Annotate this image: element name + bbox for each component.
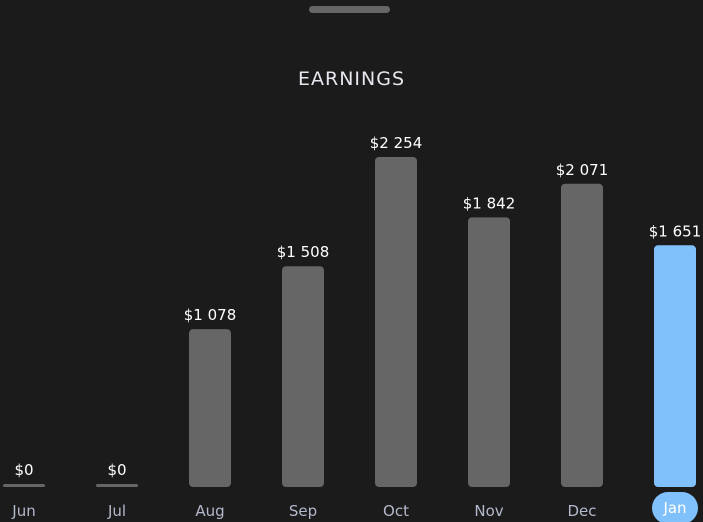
value-label-oct: $2 254 bbox=[370, 134, 423, 152]
month-label-jun[interactable]: Jun bbox=[11, 502, 35, 520]
month-label-oct[interactable]: Oct bbox=[383, 502, 409, 520]
bar-jul[interactable] bbox=[96, 484, 138, 487]
month-label-dec[interactable]: Dec bbox=[567, 502, 596, 520]
value-label-jul: $0 bbox=[107, 461, 126, 479]
value-label-jun: $0 bbox=[14, 461, 33, 479]
bar-oct[interactable] bbox=[375, 157, 417, 487]
bar-jun[interactable] bbox=[3, 484, 45, 487]
chart-title: EARNINGS bbox=[297, 68, 406, 90]
drag-handle[interactable] bbox=[309, 6, 390, 13]
bar-sep[interactable] bbox=[282, 266, 324, 487]
bar-jan[interactable] bbox=[654, 245, 696, 487]
month-label-sep[interactable]: Sep bbox=[289, 502, 317, 520]
bar-nov[interactable] bbox=[468, 217, 510, 487]
selected-month-pill[interactable] bbox=[652, 492, 698, 522]
value-label-sep: $1 508 bbox=[277, 243, 330, 261]
value-label-dec: $2 071 bbox=[556, 161, 609, 179]
month-label-aug[interactable]: Aug bbox=[195, 502, 224, 520]
month-label-jul[interactable]: Jul bbox=[107, 502, 126, 520]
bar-aug[interactable] bbox=[189, 329, 231, 487]
value-label-aug: $1 078 bbox=[184, 306, 237, 324]
bar-dec[interactable] bbox=[561, 183, 603, 488]
value-label-jan: $1 651 bbox=[649, 222, 702, 240]
month-label-nov[interactable]: Nov bbox=[474, 502, 503, 520]
value-label-nov: $1 842 bbox=[463, 194, 516, 212]
month-label-jan[interactable]: Jan bbox=[662, 499, 686, 517]
